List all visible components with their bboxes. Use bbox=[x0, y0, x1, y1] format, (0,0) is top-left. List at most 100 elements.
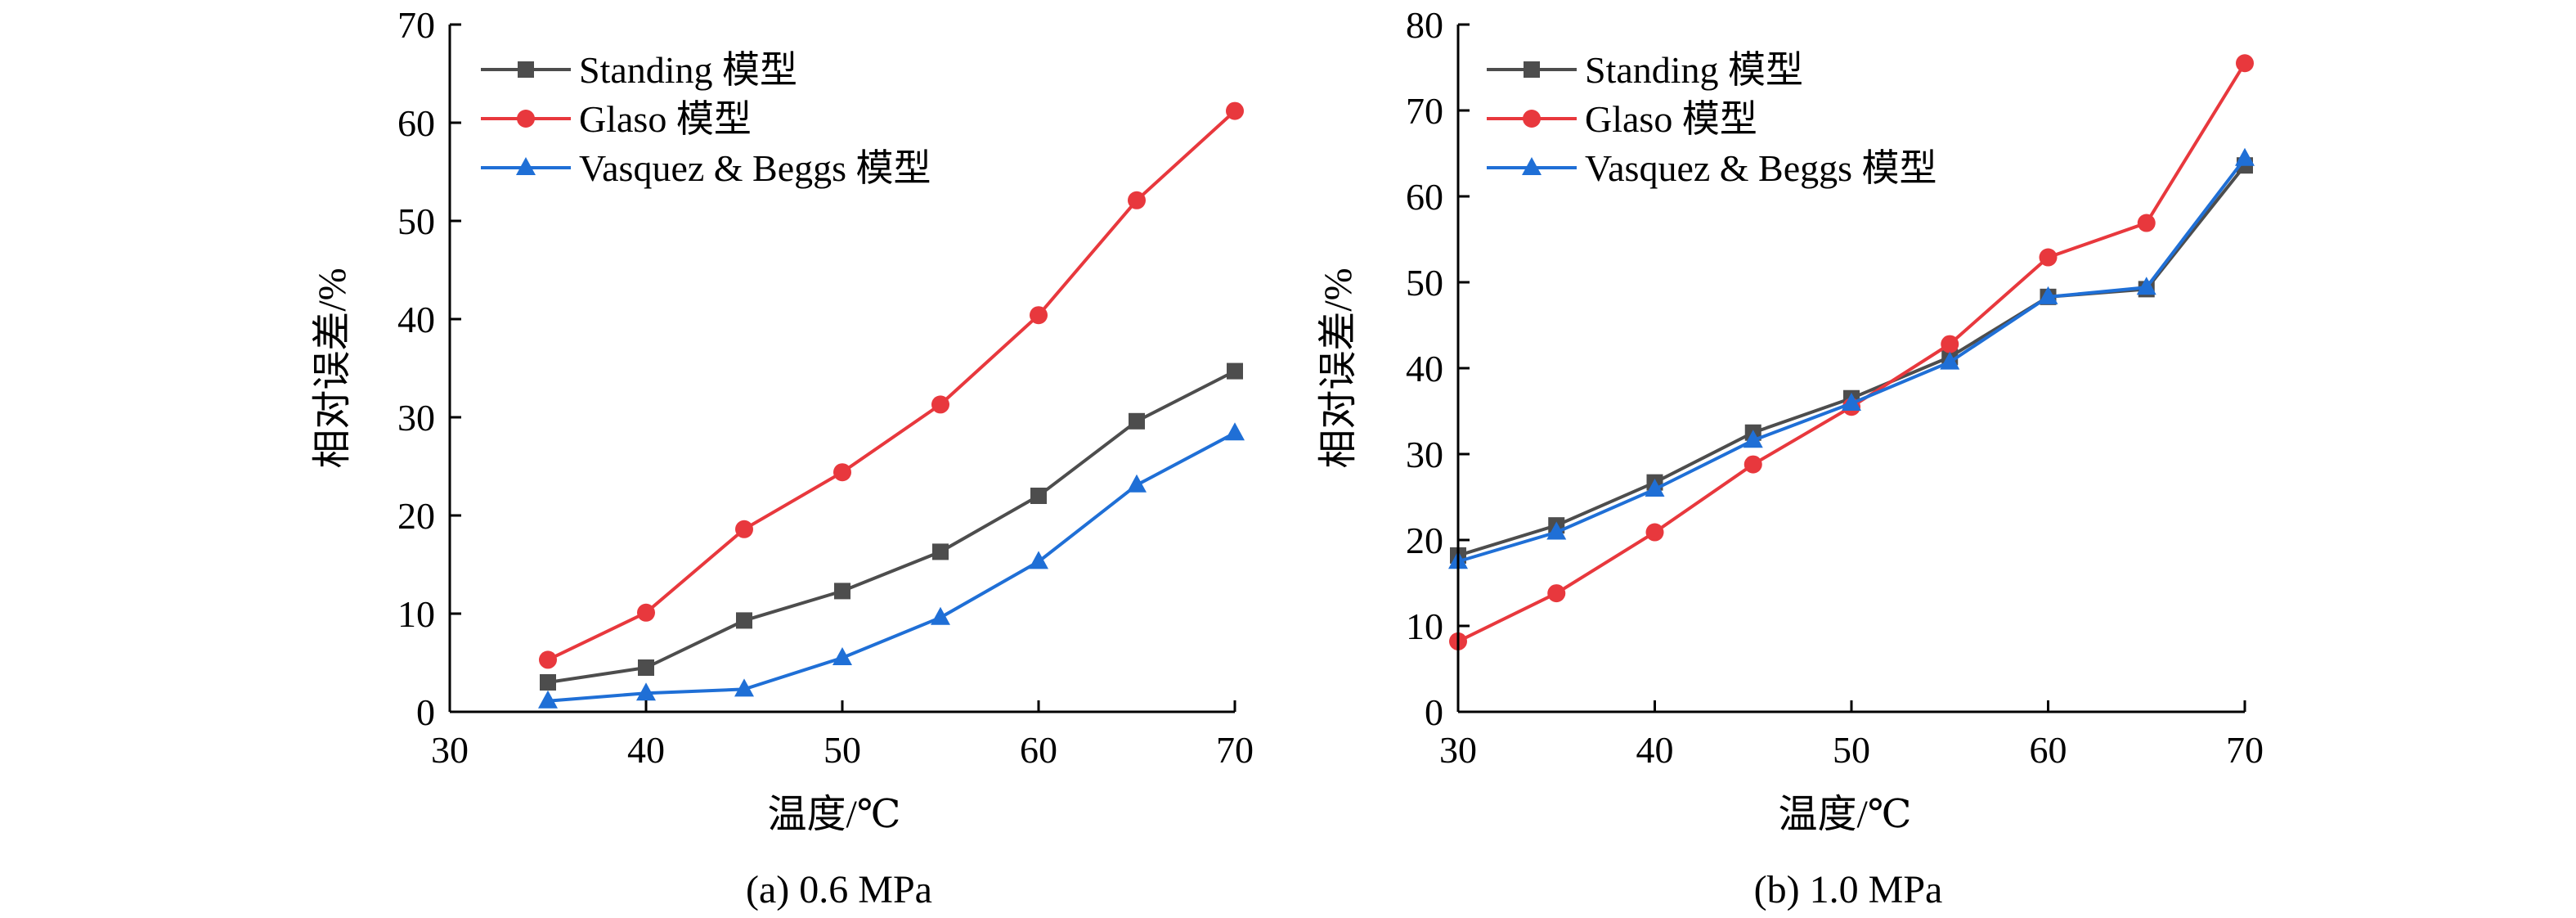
panel-b-standing-line bbox=[1457, 164, 2246, 557]
panel-a-y-tick-label: 0 bbox=[416, 691, 435, 733]
panel-a-glaso-point bbox=[1128, 191, 1146, 209]
panel-a-legend-item-glaso: Glaso 模型 bbox=[481, 98, 752, 140]
panel-b-legend-marker-glaso bbox=[1523, 110, 1541, 128]
panel-a-standing-point bbox=[540, 674, 556, 691]
panel-b-y-axis-title: 相对误差/% bbox=[1317, 268, 1360, 468]
panel-a-legend-label-glaso: Glaso 模型 bbox=[579, 98, 752, 140]
panel-a-legend-label-vasquez-beggs: Vasquez & Beggs 模型 bbox=[579, 147, 931, 189]
panel-b-legend-marker-vasquez-beggs bbox=[1522, 157, 1542, 175]
panel-a-y-tick-label: 30 bbox=[397, 397, 435, 439]
panel-a-vasquez-beggs-point bbox=[734, 678, 754, 697]
panel-a-glaso-point bbox=[735, 520, 753, 538]
panel-a-caption: (a) 0.6 MPa bbox=[746, 868, 932, 911]
panel-a-x-axis-title: 温度/℃ bbox=[767, 793, 900, 836]
panel-b-vasquez-beggs-point bbox=[1645, 479, 1665, 497]
panel-a-x-tick-label: 70 bbox=[1216, 729, 1254, 771]
panel-a-legend-item-vasquez-beggs: Vasquez & Beggs 模型 bbox=[481, 147, 931, 189]
panel-b-glaso-point bbox=[1941, 335, 1959, 353]
panel-b-series-glaso bbox=[1449, 54, 2254, 650]
panel-b-x-tick-label: 50 bbox=[1833, 729, 1870, 771]
panel-b-series-layer bbox=[1448, 54, 2255, 650]
panel-b-x-tick-label: 40 bbox=[1636, 729, 1674, 771]
panel-b-series-vasquez-beggs bbox=[1448, 147, 2255, 569]
panel-b-vasquez-beggs-line bbox=[1457, 157, 2246, 564]
panel-b-y-tick-label: 20 bbox=[1406, 520, 1443, 561]
panel-b-vasquez-beggs-point bbox=[1546, 521, 1567, 540]
panel-a-series-vasquez-beggs bbox=[538, 422, 1245, 709]
panel-a-series-layer bbox=[538, 101, 1245, 709]
panel-a-legend: Standing 模型 Glaso 模型 Vasquez & Beggs 模型 bbox=[481, 49, 931, 189]
panel-b-vasquez-beggs-point bbox=[1940, 351, 1960, 370]
panel-a-standing-point bbox=[834, 583, 850, 600]
panel-b-vasquez-beggs-point bbox=[1743, 430, 1763, 448]
panel-a-legend-item-standing: Standing 模型 bbox=[481, 49, 797, 91]
panel-b-legend-item-standing: Standing 模型 bbox=[1487, 49, 1803, 91]
panel-b-axes-layer: 0 10 20 30 40 50 60 70 80 30 40 50 60 70 bbox=[1406, 4, 2264, 771]
panel-b-legend-label-glaso: Glaso 模型 bbox=[1585, 98, 1757, 140]
panel-b-y-tick-label: 70 bbox=[1406, 90, 1443, 132]
panel-a-y-axis-title: 相对误差/% bbox=[311, 268, 354, 468]
panel-a-glaso-point bbox=[637, 603, 655, 622]
panel-b-y-tick-label: 50 bbox=[1406, 262, 1443, 304]
panel-a-vasquez-beggs-line bbox=[547, 431, 1236, 703]
panel-a-y-tick-label: 70 bbox=[397, 4, 435, 46]
panel-a-vasquez-beggs-point bbox=[1225, 422, 1245, 441]
panel-a-glaso-point bbox=[833, 463, 851, 482]
panel-a-x-tick-label: 60 bbox=[1020, 729, 1057, 771]
panel-b-legend-item-glaso: Glaso 模型 bbox=[1487, 98, 1757, 140]
panel-a-standing-point bbox=[1129, 412, 1145, 430]
panel-a-legend-label-standing: Standing 模型 bbox=[579, 49, 797, 91]
panel-a-y-tick-label: 20 bbox=[397, 495, 435, 537]
panel-b-glaso-point bbox=[1547, 584, 1566, 603]
panel-b-legend-item-vasquez-beggs: Vasquez & Beggs 模型 bbox=[1487, 147, 1937, 189]
panel-a-standing-point bbox=[932, 543, 949, 560]
panel-a-series-standing bbox=[540, 362, 1243, 691]
panel-b-legend-label-vasquez-beggs: Vasquez & Beggs 模型 bbox=[1585, 147, 1937, 189]
panel-b-x-tick-label: 70 bbox=[2226, 729, 2264, 771]
panel-b-x-tick-label: 30 bbox=[1439, 729, 1477, 771]
panel-a-y-tick-label: 40 bbox=[397, 299, 435, 340]
panel-b-legend: Standing 模型 Glaso 模型 Vasquez & Beggs 模型 bbox=[1487, 49, 1937, 189]
panel-a-y-tick-label: 60 bbox=[397, 102, 435, 144]
panel-b-y-tick-label: 0 bbox=[1425, 691, 1443, 733]
panel-b-glaso-point bbox=[1744, 455, 1762, 474]
panel-a-x-tick-label: 50 bbox=[824, 729, 861, 771]
panel-a-legend-marker-glaso bbox=[517, 110, 535, 128]
panel-b-vasquez-beggs-point bbox=[2136, 277, 2156, 295]
panel-b-glaso-point bbox=[2039, 248, 2058, 267]
panel-a-glaso-point bbox=[1226, 101, 1244, 120]
panel-b-y-tick-label: 10 bbox=[1406, 605, 1443, 647]
panel-b-y-tick-label: 60 bbox=[1406, 176, 1443, 218]
panel-a-standing-point bbox=[736, 612, 752, 629]
panel-a-standing-point bbox=[1030, 488, 1047, 504]
panel-a-vasquez-beggs-point bbox=[931, 606, 950, 625]
panel-a-vasquez-beggs-point bbox=[1127, 474, 1147, 493]
panel-b-y-tick-label: 80 bbox=[1406, 4, 1443, 46]
panel-a-legend-marker-vasquez-beggs bbox=[516, 157, 536, 175]
panel-b-x-tick-label: 60 bbox=[2030, 729, 2067, 771]
panel-b-glaso-point bbox=[2236, 54, 2254, 73]
panel-b-vasquez-beggs-point bbox=[2235, 147, 2255, 166]
panel-a-series-glaso bbox=[539, 101, 1244, 669]
panel-b-x-axis-title: 温度/℃ bbox=[1778, 793, 1911, 836]
panel-b-series-standing bbox=[1450, 157, 2253, 564]
panel-a-vasquez-beggs-point bbox=[636, 682, 656, 701]
panel-a-x-tick-label: 30 bbox=[431, 729, 469, 771]
panel-a-legend-marker-standing bbox=[518, 61, 534, 78]
panel-b-glaso-point bbox=[2137, 214, 2156, 232]
panel-b-legend-label-standing: Standing 模型 bbox=[1585, 49, 1803, 91]
panel-b-vasquez-beggs-point bbox=[2038, 286, 2058, 304]
panel-b-legend-marker-standing bbox=[1524, 61, 1540, 78]
panel-a-standing-point bbox=[638, 659, 654, 676]
panel-a-glaso-point bbox=[539, 650, 557, 669]
panel-a-vasquez-beggs-point bbox=[832, 647, 852, 665]
panel-a-y-tick-label: 10 bbox=[397, 593, 435, 635]
panel-a-axes-layer: 0 10 20 30 40 50 60 70 30 40 50 60 70 bbox=[397, 4, 1254, 771]
panel-a-vasquez-beggs-point bbox=[538, 690, 558, 709]
panel-b-y-tick-label: 30 bbox=[1406, 434, 1443, 475]
panel-a-standing-line bbox=[547, 369, 1236, 684]
panel-a-x-tick-label: 40 bbox=[627, 729, 665, 771]
panel-b-vasquez-beggs-point bbox=[1842, 393, 1861, 412]
panel-b-glaso-point bbox=[1645, 523, 1664, 542]
